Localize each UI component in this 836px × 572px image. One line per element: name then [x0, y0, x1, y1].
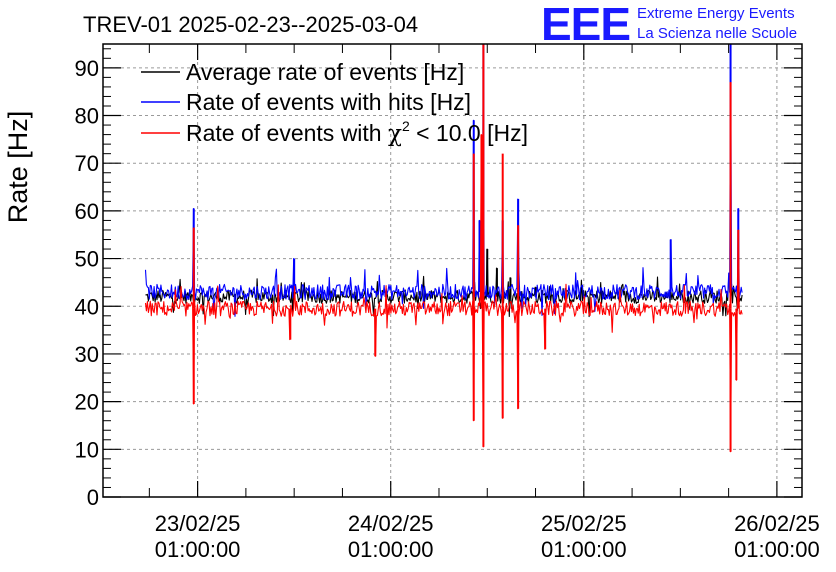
x-tick-time: 01:00:00 — [541, 537, 627, 562]
logo-line-2: La Scienza nelle Scuole — [637, 25, 797, 42]
x-tick-date: 26/02/25 — [734, 511, 820, 536]
y-axis-label: Rate [Hz] — [3, 111, 33, 224]
x-tick-time: 01:00:00 — [348, 537, 434, 562]
series-layer — [144, 43, 743, 453]
y-tick-label: 30 — [75, 342, 99, 367]
series-chi2-line — [144, 134, 743, 453]
y-tick-label: 50 — [75, 247, 99, 272]
y-tick-label: 60 — [75, 199, 99, 224]
eee-logo: EEE Extreme Energy Events La Scienza nel… — [541, 0, 797, 50]
x-tick-time: 01:00:00 — [734, 537, 820, 562]
plot-frame — [102, 43, 803, 498]
legend-label-chi2: Rate of events with χ2 < 10.0 [Hz] — [186, 118, 528, 147]
legend-label-average: Average rate of events [Hz] — [186, 59, 464, 85]
legend: Average rate of events [Hz] Rate of even… — [141, 59, 528, 147]
x-tick-date: 23/02/25 — [155, 511, 241, 536]
series-hits-line — [144, 43, 743, 317]
logo-mark: EEE — [541, 0, 630, 50]
logo-line-1: Extreme Energy Events — [637, 5, 795, 22]
x-tick-date: 24/02/25 — [348, 511, 434, 536]
series-average-line — [145, 248, 743, 319]
y-tick-label: 10 — [75, 437, 99, 462]
axis-ticks — [103, 44, 802, 498]
y-tick-label: 20 — [75, 390, 99, 415]
y-tick-label: 90 — [75, 56, 99, 81]
x-tick-date: 25/02/25 — [541, 511, 627, 536]
x-tick-time: 01:00:00 — [155, 537, 241, 562]
y-tick-label: 40 — [75, 294, 99, 319]
y-tick-label: 80 — [75, 104, 99, 129]
y-tick-label: 0 — [87, 485, 99, 510]
y-tick-label: 70 — [75, 151, 99, 176]
axis-tick-labels: 010203040506070809023/02/2501:00:0024/02… — [75, 56, 820, 562]
legend-label-hits: Rate of events with hits [Hz] — [186, 89, 471, 115]
chart-title: TREV-01 2025-02-23--2025-03-04 — [83, 12, 418, 37]
